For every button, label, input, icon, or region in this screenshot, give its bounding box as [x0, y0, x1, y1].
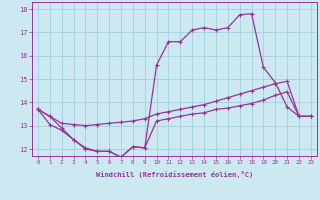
X-axis label: Windchill (Refroidissement éolien,°C): Windchill (Refroidissement éolien,°C): [96, 171, 253, 178]
